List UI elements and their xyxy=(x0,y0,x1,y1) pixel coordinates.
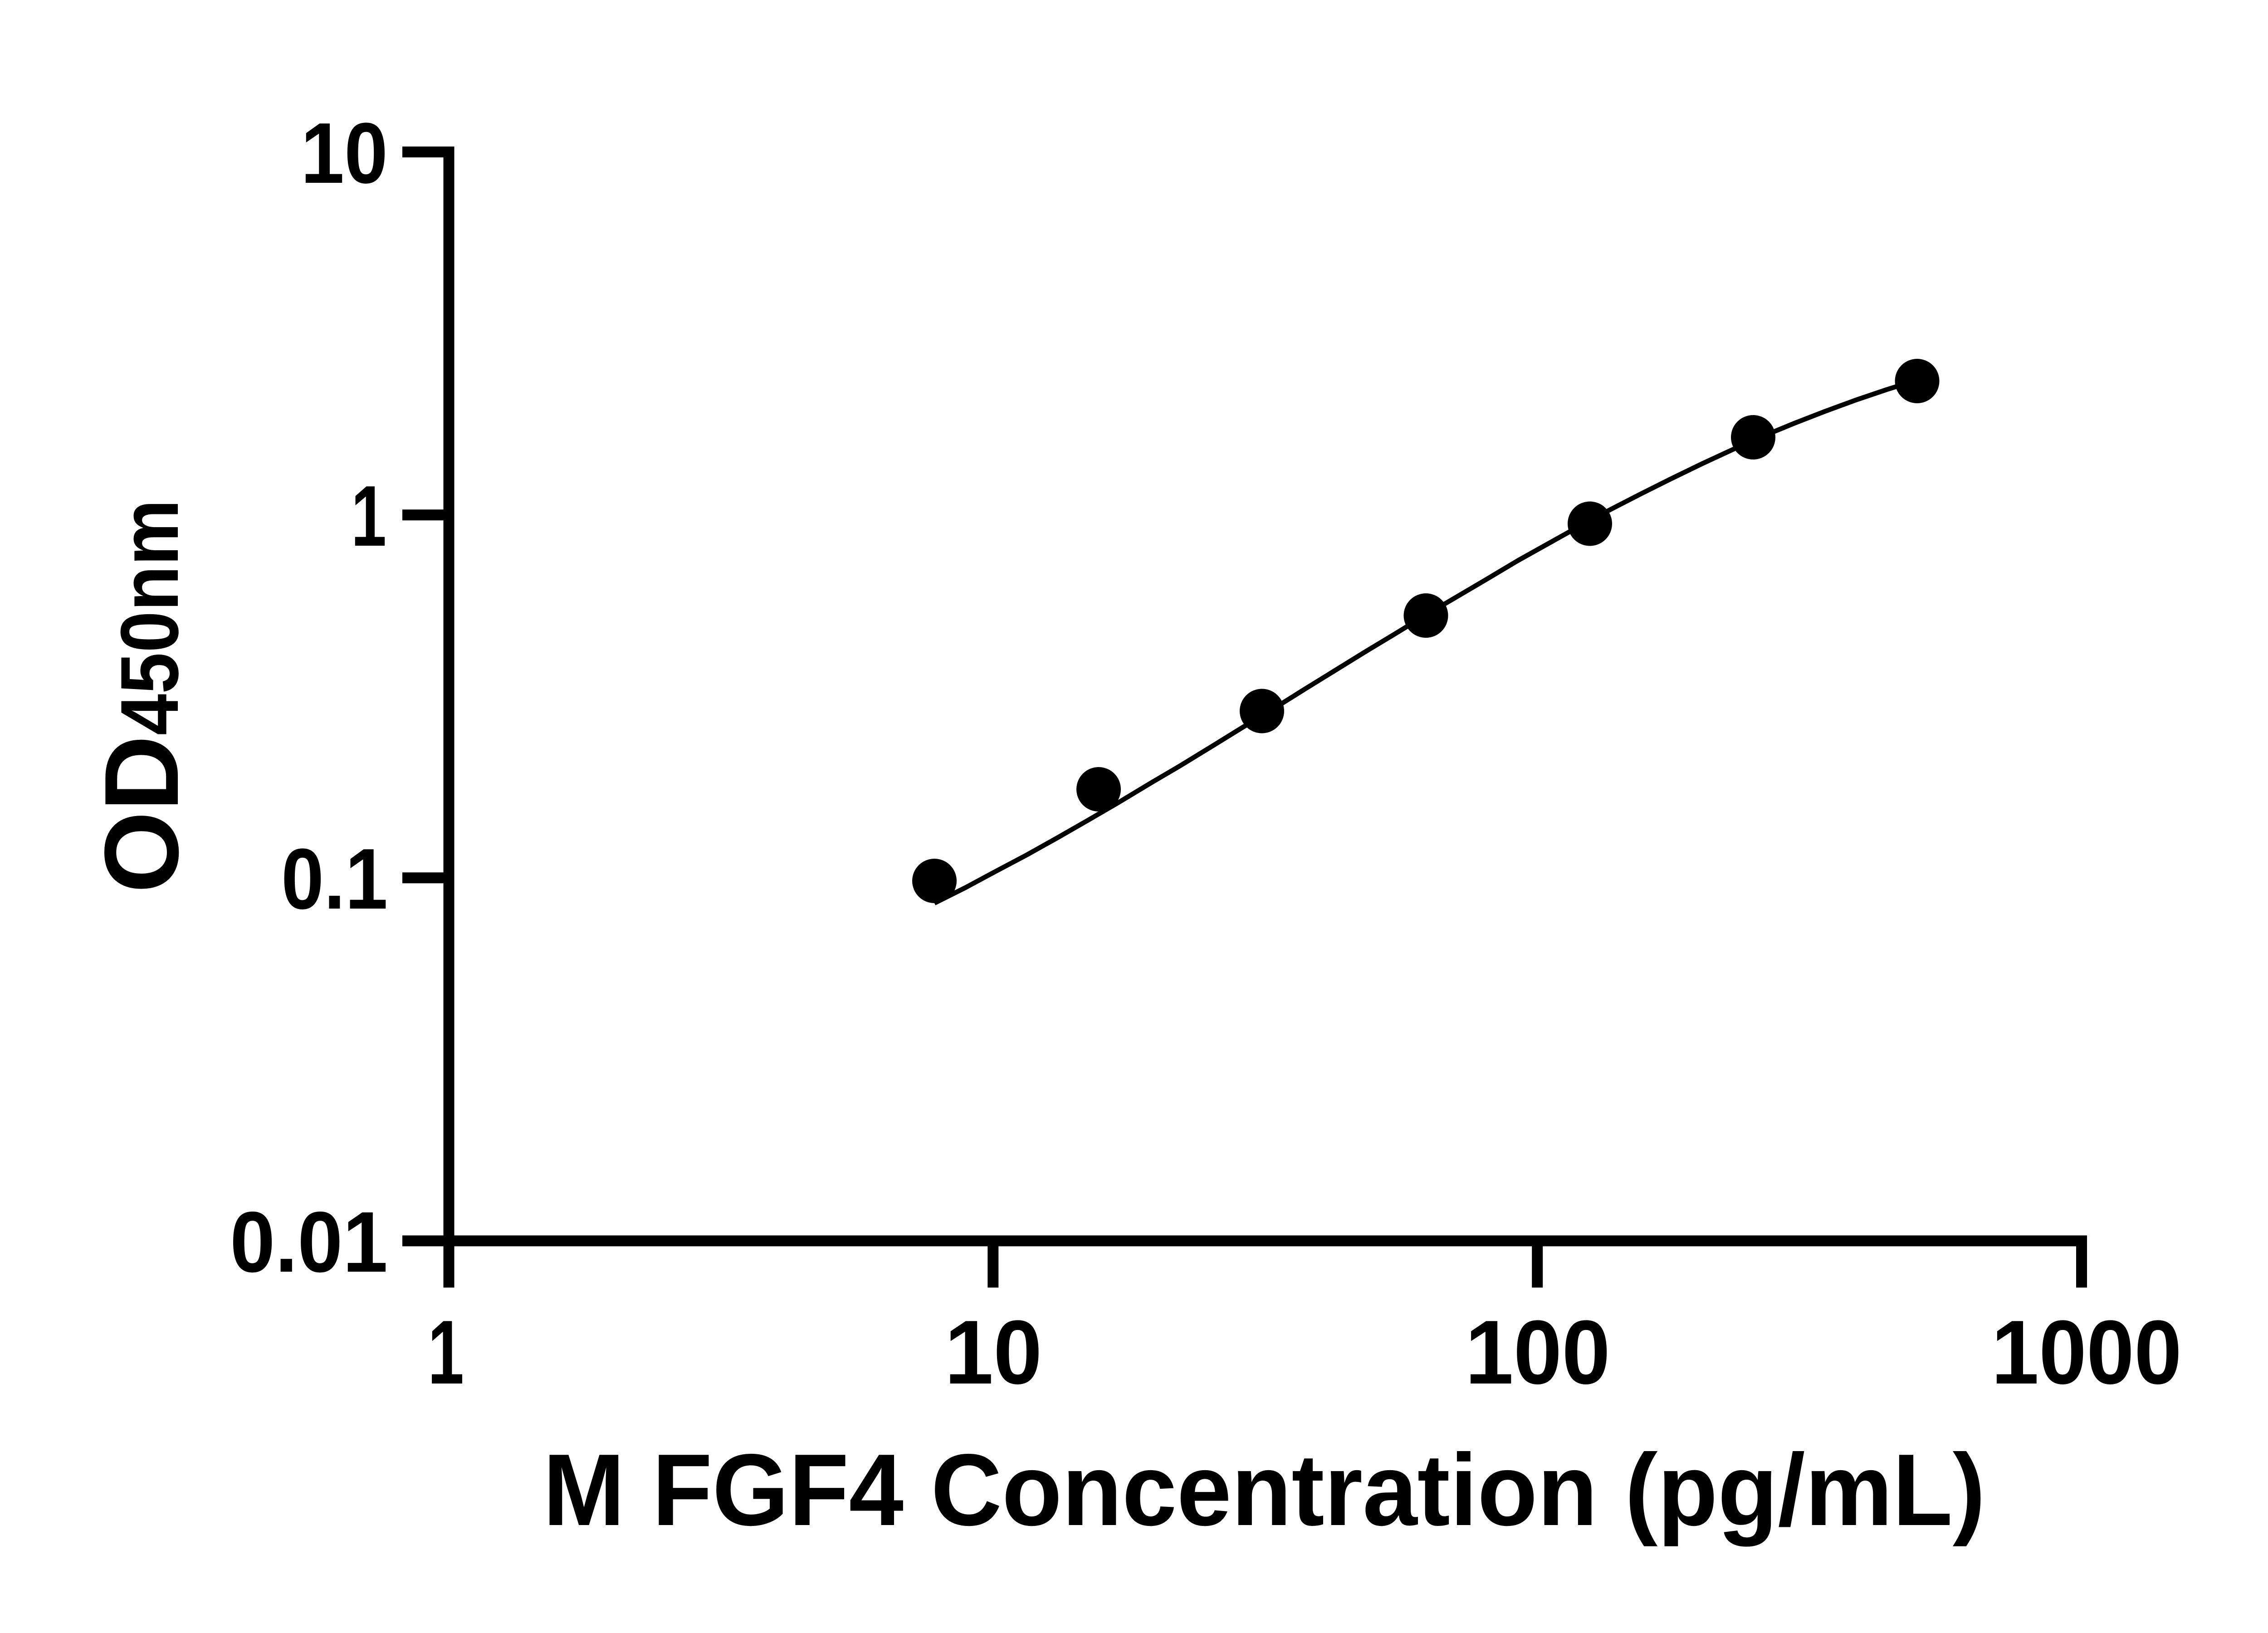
svg-text:100: 100 xyxy=(1465,1302,1610,1403)
svg-text:10: 10 xyxy=(301,105,388,201)
svg-text:0.01: 0.01 xyxy=(230,1194,388,1291)
svg-text:1: 1 xyxy=(428,1302,464,1403)
svg-text:M FGF4 Concentration (pg/mL): M FGF4 Concentration (pg/mL) xyxy=(543,1433,1985,1547)
svg-text:10: 10 xyxy=(945,1302,1042,1403)
svg-text:OD: OD xyxy=(83,735,200,893)
svg-text:1: 1 xyxy=(351,468,386,564)
svg-text:1000: 1000 xyxy=(1991,1302,2182,1403)
svg-text:0.1: 0.1 xyxy=(281,831,388,927)
svg-text:450nm: 450nm xyxy=(104,499,196,735)
